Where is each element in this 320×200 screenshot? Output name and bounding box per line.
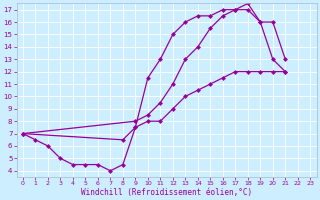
X-axis label: Windchill (Refroidissement éolien,°C): Windchill (Refroidissement éolien,°C) xyxy=(81,188,252,197)
